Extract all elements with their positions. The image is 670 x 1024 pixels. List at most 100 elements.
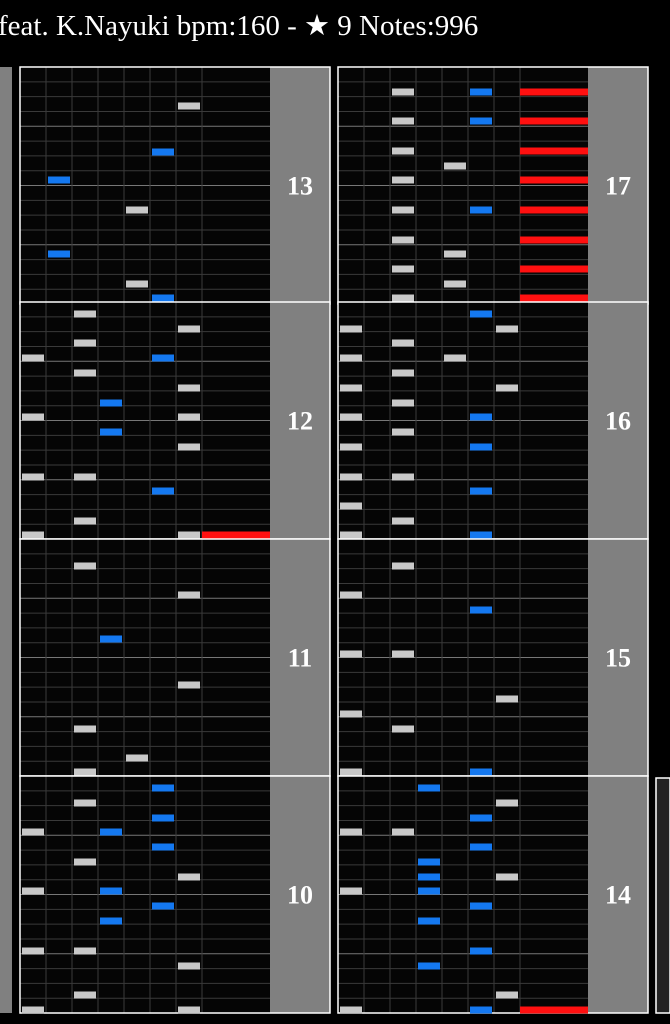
key-note <box>74 310 96 318</box>
measure-label-strip <box>270 302 330 539</box>
key-note <box>418 784 440 792</box>
key-note <box>74 858 96 866</box>
measure-label-strip <box>588 67 648 304</box>
key-note <box>178 681 200 689</box>
key-note <box>22 887 44 895</box>
key-note <box>418 873 440 881</box>
key-note <box>74 339 96 347</box>
key-note <box>74 799 96 807</box>
key-note <box>470 768 492 776</box>
measure-border <box>337 775 649 1014</box>
key-note <box>74 473 96 481</box>
key-note <box>418 887 440 895</box>
scratch-note <box>520 236 588 244</box>
key-note <box>496 325 518 333</box>
key-note <box>444 280 466 288</box>
key-note <box>74 517 96 525</box>
key-note <box>100 635 122 643</box>
key-note <box>340 384 362 392</box>
scratch-note <box>520 1006 588 1014</box>
key-note <box>100 428 122 436</box>
measure-number: 12 <box>287 407 313 436</box>
key-note <box>392 650 414 658</box>
key-note <box>178 591 200 599</box>
key-note <box>126 280 148 288</box>
key-note <box>340 443 362 451</box>
key-note <box>392 428 414 436</box>
key-note <box>22 473 44 481</box>
measure-label-strip <box>588 302 648 539</box>
key-note <box>126 754 148 762</box>
scratch-note <box>520 117 588 125</box>
key-note <box>470 902 492 910</box>
key-note <box>470 310 492 318</box>
key-note <box>340 1006 362 1014</box>
key-note <box>152 487 174 495</box>
key-note <box>392 236 414 244</box>
key-note <box>340 413 362 421</box>
key-note <box>392 294 414 302</box>
key-note <box>22 413 44 421</box>
key-note <box>340 887 362 895</box>
key-note <box>470 947 492 955</box>
key-note <box>340 591 362 599</box>
key-note <box>392 117 414 125</box>
key-note <box>470 606 492 614</box>
key-note <box>152 294 174 302</box>
measure-label-strip <box>588 776 648 1013</box>
key-note <box>392 725 414 733</box>
key-note <box>496 695 518 703</box>
key-note <box>444 354 466 362</box>
key-note <box>178 325 200 333</box>
measure-number: 16 <box>605 407 631 436</box>
key-note <box>392 88 414 96</box>
measure-label-strip <box>270 67 330 304</box>
key-note <box>74 947 96 955</box>
key-note <box>74 562 96 570</box>
key-note <box>22 1006 44 1014</box>
key-note <box>418 917 440 925</box>
key-note <box>496 873 518 881</box>
key-note <box>392 399 414 407</box>
scratch-note <box>520 176 588 184</box>
partial-column <box>0 67 12 1013</box>
key-note <box>418 858 440 866</box>
partial-column <box>655 777 670 1014</box>
key-note <box>392 206 414 214</box>
measure-number: 14 <box>605 881 631 910</box>
scratch-note <box>202 531 270 539</box>
key-note <box>392 265 414 273</box>
measure-border <box>19 775 331 1014</box>
key-note <box>340 650 362 658</box>
key-note <box>392 176 414 184</box>
key-note <box>152 148 174 156</box>
key-note <box>496 384 518 392</box>
scratch-note <box>520 206 588 214</box>
key-note <box>340 502 362 510</box>
key-note <box>392 473 414 481</box>
measure-number: 15 <box>605 644 631 673</box>
key-note <box>100 887 122 895</box>
key-note <box>178 1006 200 1014</box>
key-note <box>340 531 362 539</box>
key-note <box>470 206 492 214</box>
key-note <box>178 531 200 539</box>
key-note <box>152 843 174 851</box>
key-note <box>392 339 414 347</box>
key-note <box>152 354 174 362</box>
key-note <box>470 843 492 851</box>
song-info: feat. K.Nayuki bpm:160 - ★ 9 Notes:996 <box>0 10 478 42</box>
key-note <box>470 814 492 822</box>
key-note <box>22 947 44 955</box>
key-note <box>444 250 466 258</box>
key-note <box>470 531 492 539</box>
key-note <box>340 354 362 362</box>
key-note <box>340 473 362 481</box>
key-note <box>444 162 466 170</box>
key-note <box>392 147 414 155</box>
measure-number: 13 <box>287 172 313 201</box>
key-note <box>178 384 200 392</box>
key-note <box>178 102 200 110</box>
key-note <box>126 206 148 214</box>
